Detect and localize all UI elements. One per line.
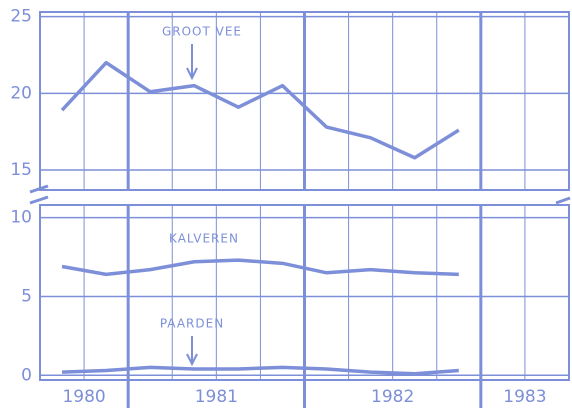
x-tick-label: 1982	[371, 387, 414, 407]
y-tick-label: 0	[21, 365, 32, 385]
arrow	[186, 336, 198, 367]
x-tick-label: 1983	[503, 387, 546, 407]
line-series	[61, 258, 459, 277]
x-tick-label: 1981	[195, 387, 238, 407]
x-tick-label: 1980	[62, 387, 105, 407]
annotation: KALVEREN	[169, 232, 239, 246]
line-series	[60, 60, 460, 160]
y-tick-label: 5	[21, 286, 32, 306]
y-tick-label: 10	[10, 208, 32, 228]
arrow	[186, 44, 198, 81]
axis-break	[29, 184, 571, 205]
y-tick-label: 25	[10, 7, 32, 27]
annotation: PAARDEN	[160, 317, 224, 331]
annotation: GROOT VEE	[162, 25, 242, 39]
y-tick-label: 20	[10, 83, 32, 103]
y-tick-label: 15	[10, 160, 32, 180]
line-series	[61, 365, 459, 376]
